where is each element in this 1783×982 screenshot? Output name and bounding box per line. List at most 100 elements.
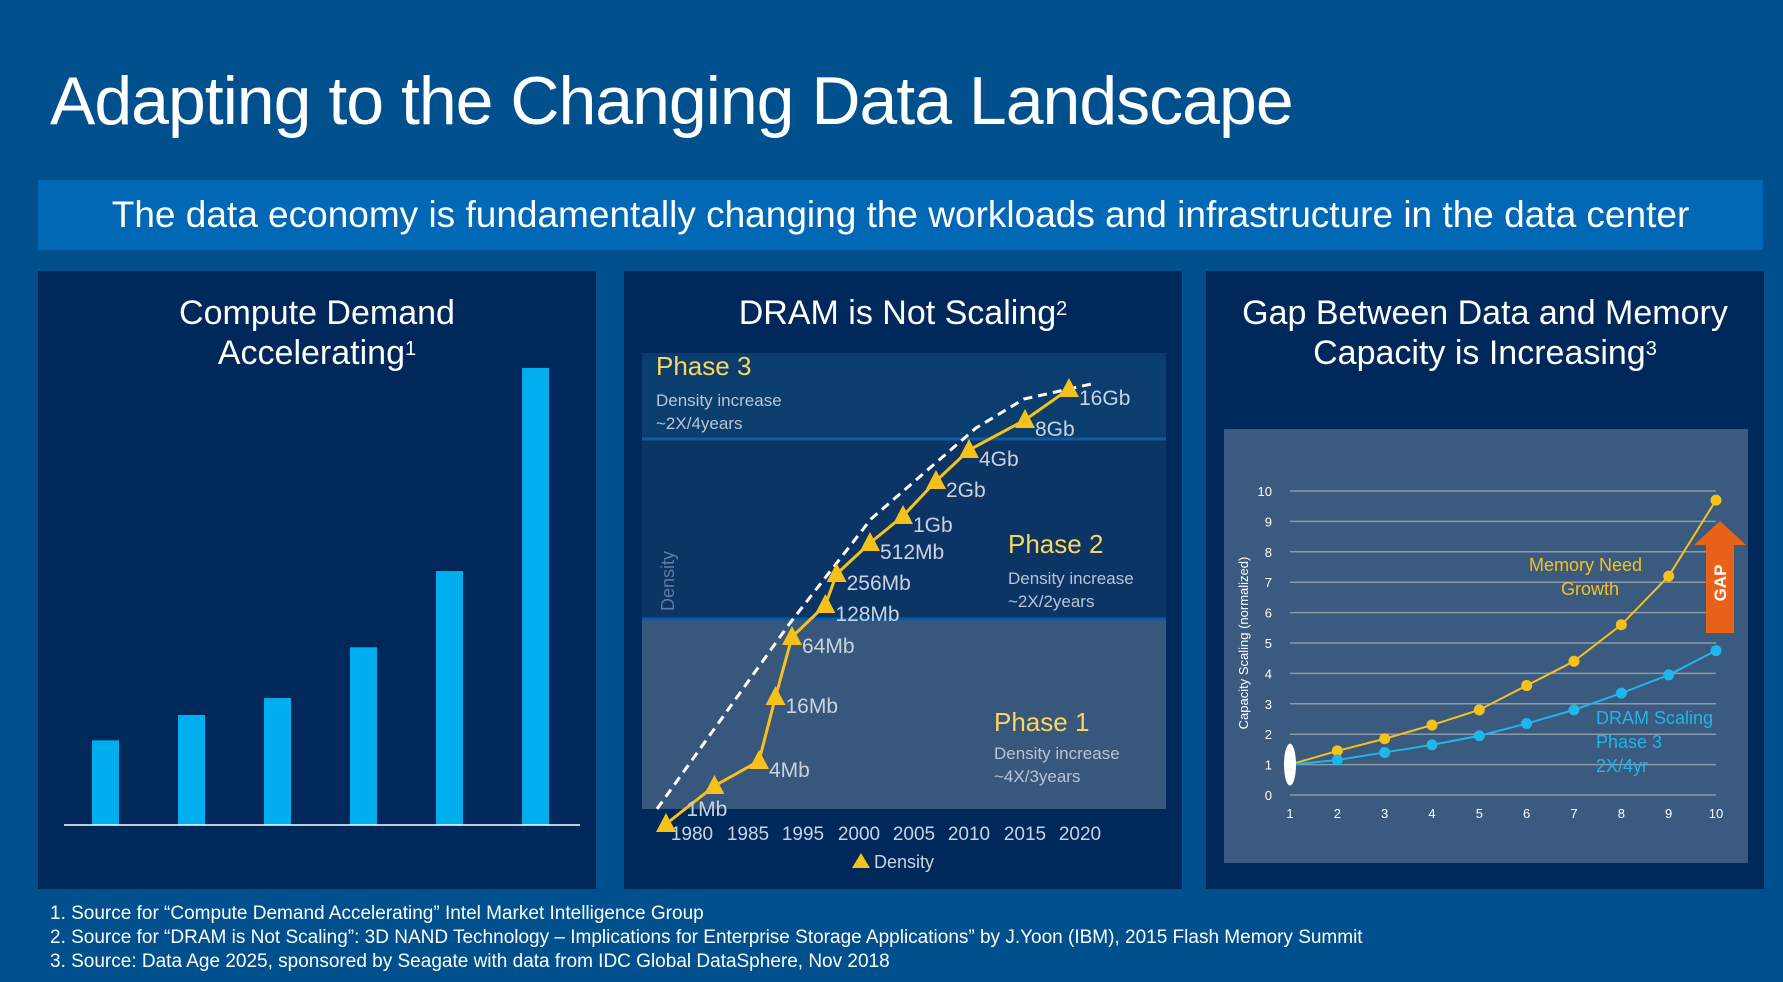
x-tick-label: 2010 (948, 824, 990, 845)
phase-2-desc1: Density increase (1008, 569, 1134, 588)
dram-scaling-series-point (1521, 718, 1533, 730)
dram-scaling-label: Phase 3 (1596, 732, 1662, 752)
data-label: 1Mb (686, 798, 727, 821)
legend-label: Density (874, 852, 934, 872)
y-tick-label: 5 (1265, 636, 1272, 651)
bar (522, 367, 549, 825)
dram-title: DRAM is Not Scaling2 (738, 294, 1068, 332)
x-tick-label: 8 (1618, 806, 1625, 821)
dram-scaling-label: DRAM Scaling (1596, 708, 1713, 728)
subtitle-banner: The data economy is fundamentally changi… (38, 180, 1763, 250)
y-tick-label: 2 (1265, 727, 1272, 742)
x-tick-label: 6 (1523, 806, 1530, 821)
x-tick-label: 10 (1709, 806, 1723, 821)
x-tick-label: 2 (1334, 806, 1341, 821)
data-label: 2Gb (946, 479, 986, 502)
compute-title-line2: Accelerating1 (217, 334, 417, 372)
phase-2-title: Phase 2 (1008, 529, 1103, 559)
y-tick-label: 1 (1265, 758, 1272, 773)
phase-3-title: Phase 3 (656, 351, 751, 381)
gap-panel: Gap Between Data and Memory Capacity is … (1206, 271, 1764, 889)
x-tick-label: 7 (1570, 806, 1577, 821)
density-marker (656, 813, 676, 832)
phase-2-band (642, 439, 1166, 619)
data-label: 4Gb (979, 448, 1019, 471)
density-marker (893, 505, 913, 524)
y-axis-label: Density (658, 551, 678, 611)
phase-2-desc2: ~2X/2years (1008, 592, 1094, 611)
memory-need-series-point (1663, 570, 1675, 582)
x-tick-label: 1985 (727, 824, 769, 845)
dram-scaling-series-point (1473, 730, 1485, 742)
memory-need-series-point (1521, 680, 1533, 692)
data-label: 4Mb (769, 759, 810, 782)
x-tick-label: 3 (1381, 806, 1388, 821)
dram-scaling-series-point (1568, 704, 1580, 716)
memory-need-series-point (1568, 655, 1580, 667)
phase-3-desc1: Density increase (656, 391, 782, 410)
memory-need-series-point (1615, 619, 1627, 631)
gap-label: GAP (1711, 565, 1730, 602)
data-label: 8Gb (1035, 418, 1075, 441)
density-marker (959, 439, 979, 458)
phase-1-title: Phase 1 (994, 707, 1089, 737)
phase-1-desc1: Density increase (994, 744, 1120, 763)
bar (350, 647, 377, 825)
dram-panel: DRAM is Not Scaling2 1980 1985 1995 2000 200… (624, 271, 1182, 889)
x-tick-label: 9 (1665, 806, 1672, 821)
y-tick-label: 6 (1265, 606, 1272, 621)
dram-scaling-series-point (1426, 739, 1438, 751)
compute-bar-chart (64, 367, 580, 826)
gap-title-line2: Capacity is Increasing3 (1313, 334, 1657, 372)
data-label: 256Mb (847, 572, 911, 595)
density-marker (815, 594, 836, 613)
phase-3-desc2: ~2X/4years (656, 414, 742, 433)
gap-arrow (1694, 521, 1746, 633)
density-marker (749, 750, 769, 769)
bar (264, 698, 291, 825)
dram-scaling-label: 2X/4yr (1596, 756, 1648, 776)
legend-marker (852, 853, 870, 868)
dram-scaling-series-point (1663, 669, 1675, 681)
dram-scaling-series-line (1289, 649, 1717, 766)
x-tick-label: 5 (1476, 806, 1483, 821)
dram-scaling-series-point (1615, 687, 1627, 699)
data-label: 512Mb (880, 541, 944, 564)
gap-title-line1: Gap Between Data and Memory (1242, 294, 1728, 332)
x-tick-label: 1980 (671, 824, 713, 845)
origin-marker (1284, 743, 1296, 786)
memory-need-series-point (1379, 733, 1391, 745)
bar (92, 740, 119, 825)
bar (436, 571, 463, 825)
x-tick-label: 2000 (838, 824, 880, 845)
compute-title-line1: Compute Demand (179, 294, 455, 332)
density-marker (826, 563, 847, 582)
banner-text: The data economy is fundamentally changi… (111, 194, 1690, 235)
memory-need-series-point (1426, 719, 1438, 731)
dram-line-chart: 1980 1985 1995 2000 2005 2010 2015 2020 1Mb 4Mb 16… (642, 351, 1166, 872)
data-label: 1Gb (913, 514, 953, 537)
data-label: 64Mb (802, 635, 855, 658)
y-tick-label: 9 (1265, 514, 1272, 529)
dram-scaling-series-point (1331, 754, 1343, 766)
y-tick-label: 4 (1265, 666, 1272, 681)
y-tick-label: 3 (1265, 697, 1272, 712)
gap-title: Gap Between Data and Memory Capacity is … (1206, 293, 1764, 373)
gap-plot-bg (1224, 429, 1748, 863)
footnote-1: 1. Source for “Compute Demand Accelerati… (50, 903, 704, 924)
density-marker (926, 470, 946, 489)
memory-need-series-line (1289, 499, 1717, 766)
compute-demand-panel: Compute Demand Accelerating1 (38, 271, 596, 889)
phase-1-desc2: ~4X/3years (994, 767, 1080, 786)
density-marker (1015, 409, 1035, 428)
dram-scaling-series-point (1379, 746, 1391, 758)
page-title: Adapting to the Changing Data Landscape (50, 63, 1294, 139)
y-tick-label: 0 (1265, 788, 1272, 803)
y-tick-label: 10 (1258, 484, 1272, 499)
y-tick-label: 7 (1265, 575, 1272, 590)
memory-need-series-point (1331, 745, 1343, 757)
compute-demand-title: Compute Demand Accelerating1 (38, 293, 596, 373)
x-tick-label: 1 (1286, 806, 1293, 821)
density-marker (1059, 378, 1079, 397)
